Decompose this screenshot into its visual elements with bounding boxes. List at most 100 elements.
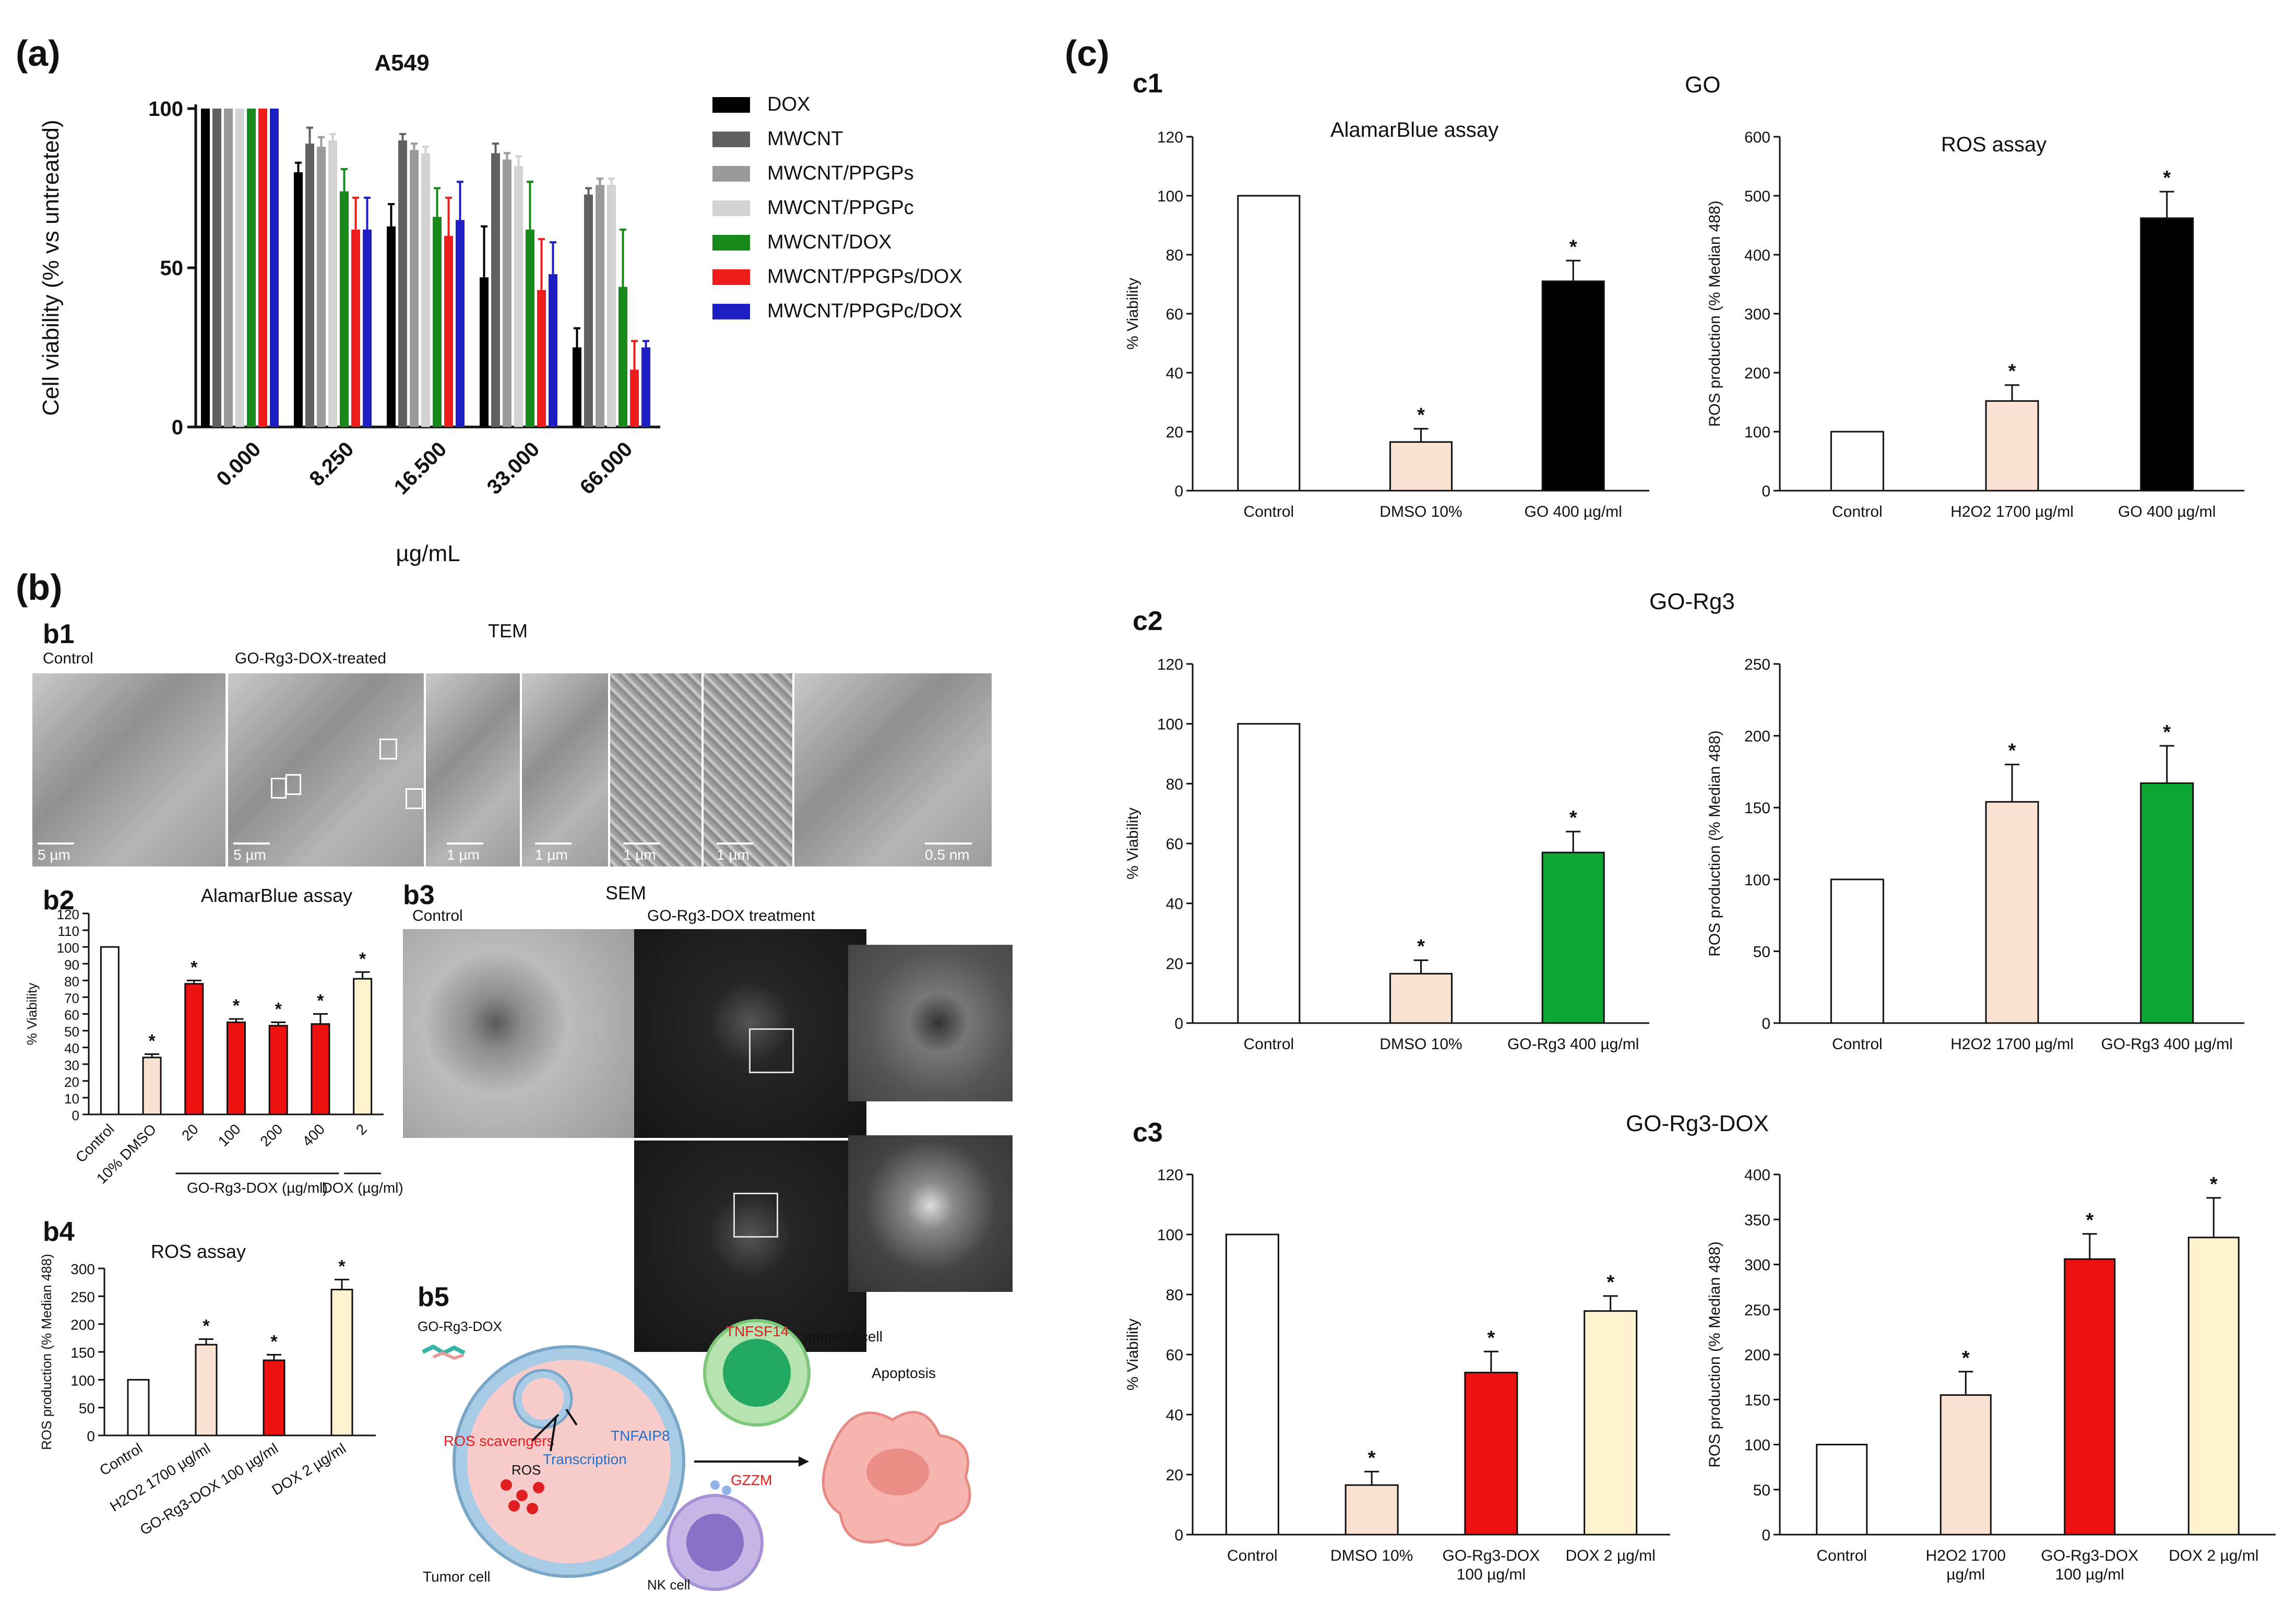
chart-title: AlamarBlue assay <box>1330 118 1498 141</box>
bar <box>142 1056 162 1115</box>
scale-bar <box>535 842 572 845</box>
y-tick-label: 30 <box>64 1058 79 1073</box>
category-label: GO-Rg3 400 µg/ml <box>1507 1036 1639 1053</box>
y-tick-label: 60 <box>64 1007 79 1023</box>
b5-ros-label: ROS <box>511 1462 541 1478</box>
legend-swatch <box>712 269 750 285</box>
tem-title: TEM <box>488 620 528 642</box>
y-tick-label: 150 <box>1744 1392 1770 1409</box>
group-label: GO-Rg3-DOX (µg/ml) <box>187 1180 328 1196</box>
category-label: DMSO 10% <box>1379 503 1462 520</box>
y-tick-label: 20 <box>1166 424 1183 441</box>
b5-tumor-cell-label: Tumor cell <box>423 1569 491 1585</box>
y-tick-label: 20 <box>1166 1467 1183 1484</box>
legend-label: MWCNT/PPGPc/DOX <box>767 300 962 322</box>
y-tick-label: 0 <box>1762 1015 1770 1032</box>
category-label: GO-Rg3 400 µg/ml <box>2101 1036 2232 1053</box>
panel-label-c1: c1 <box>1133 68 1163 99</box>
arrow <box>565 1408 578 1426</box>
significance-star: * <box>1569 236 1577 258</box>
y-axis-label: ROS production (% Median 488) <box>1706 1241 1723 1468</box>
category-label: 400 <box>299 1121 328 1149</box>
chart-c2-alamarblue: 0 20 40 60 80 100 120 % Viability Control * DMSO 1… <box>1124 656 1649 1053</box>
bar <box>100 946 120 1115</box>
c2-group-title: GO-Rg3 <box>1649 589 1735 614</box>
chart-c2-ros: 0 50 100 150 200 250 ROS production (% Median … <box>1706 656 2244 1053</box>
bar <box>127 1379 150 1436</box>
y-tick-label: 60 <box>1166 836 1183 853</box>
panel-label-b3: b3 <box>403 880 435 910</box>
legend-swatch <box>712 132 750 147</box>
significance-star: * <box>191 957 198 977</box>
y-tick-label: 200 <box>1744 1347 1770 1364</box>
y-axis-label: ROS production (% Median 488) <box>39 1254 54 1450</box>
x-axis-label: µg/mL <box>396 541 460 566</box>
bar <box>1830 878 1884 1024</box>
legend-swatch <box>712 200 750 216</box>
panel-label-a: (a) <box>16 33 61 74</box>
roi-box <box>749 1028 794 1073</box>
y-tick-label: 0 <box>1174 1527 1183 1544</box>
significance-star: * <box>1607 1272 1614 1293</box>
scale-label: 1 µm <box>535 847 568 863</box>
bar <box>235 109 244 427</box>
y-tick-label: 40 <box>64 1041 79 1056</box>
significance-star: * <box>317 991 324 1011</box>
y-tick-label: 0 <box>172 416 183 439</box>
bar <box>549 274 557 427</box>
panel-label-b2: b2 <box>43 885 75 916</box>
bar <box>433 217 442 427</box>
sem-control-label: Control <box>412 907 463 924</box>
bar <box>353 978 373 1115</box>
y-tick-label: 200 <box>70 1317 95 1333</box>
bar <box>503 159 511 428</box>
sem-image-control <box>403 929 635 1138</box>
significance-star: * <box>1368 1447 1376 1469</box>
bar <box>1464 1372 1518 1536</box>
bar <box>305 144 314 428</box>
tem-treated-label: GO-Rg3-DOX-treated <box>235 650 387 667</box>
y-axis-label: % Viability <box>1124 278 1141 350</box>
bar <box>263 1359 285 1436</box>
bar <box>247 109 256 427</box>
bar <box>328 140 337 427</box>
bar <box>607 185 616 427</box>
legend-label: MWCNT/DOX <box>767 231 892 253</box>
chart-title: ROS assay <box>1941 133 2047 156</box>
significance-star: * <box>1962 1347 1970 1369</box>
bar <box>294 172 303 427</box>
y-tick-label: 150 <box>70 1345 95 1361</box>
legend-swatch <box>712 304 750 319</box>
category-label: 200 <box>257 1121 286 1149</box>
bar <box>268 1025 288 1115</box>
bar <box>596 185 604 427</box>
bar <box>1389 441 1453 492</box>
bar <box>1940 1394 1992 1536</box>
y-tick-label: 50 <box>1753 1482 1770 1499</box>
scale-label: 5 µm <box>233 847 266 863</box>
category-label: Control <box>1243 503 1294 520</box>
bar <box>330 1289 353 1436</box>
y-tick-label: 100 <box>70 1372 95 1388</box>
y-axis-label: % Viability <box>1124 808 1141 880</box>
y-axis-label: ROS production (% Median 488) <box>1706 730 1723 957</box>
bar <box>311 1023 330 1115</box>
bar <box>1541 280 1605 492</box>
bar <box>398 140 407 427</box>
category-label-line: 100 µg/ml <box>2055 1566 2124 1583</box>
category-label: DOX 2 µg/ml <box>2169 1547 2258 1564</box>
tem-image-zoom-2: 1 µm <box>522 673 608 866</box>
significance-star: * <box>338 1256 346 1276</box>
bar <box>224 109 233 427</box>
tem-image-zoom-3: 1 µm <box>610 673 701 866</box>
significance-star: * <box>359 949 366 969</box>
y-tick-label: 100 <box>148 98 183 121</box>
bar <box>526 229 534 427</box>
category-label: Control <box>1832 1036 1883 1053</box>
legend-label: MWCNT/PPGPs/DOX <box>767 266 962 288</box>
panel-label-b4: b4 <box>43 1217 75 1247</box>
category-label-line: GO-Rg3-DOX <box>1443 1547 1540 1564</box>
scale-bar <box>38 842 74 845</box>
category-label: GO 400 µg/ml <box>2118 503 2216 520</box>
category-label: Control <box>1227 1547 1278 1564</box>
